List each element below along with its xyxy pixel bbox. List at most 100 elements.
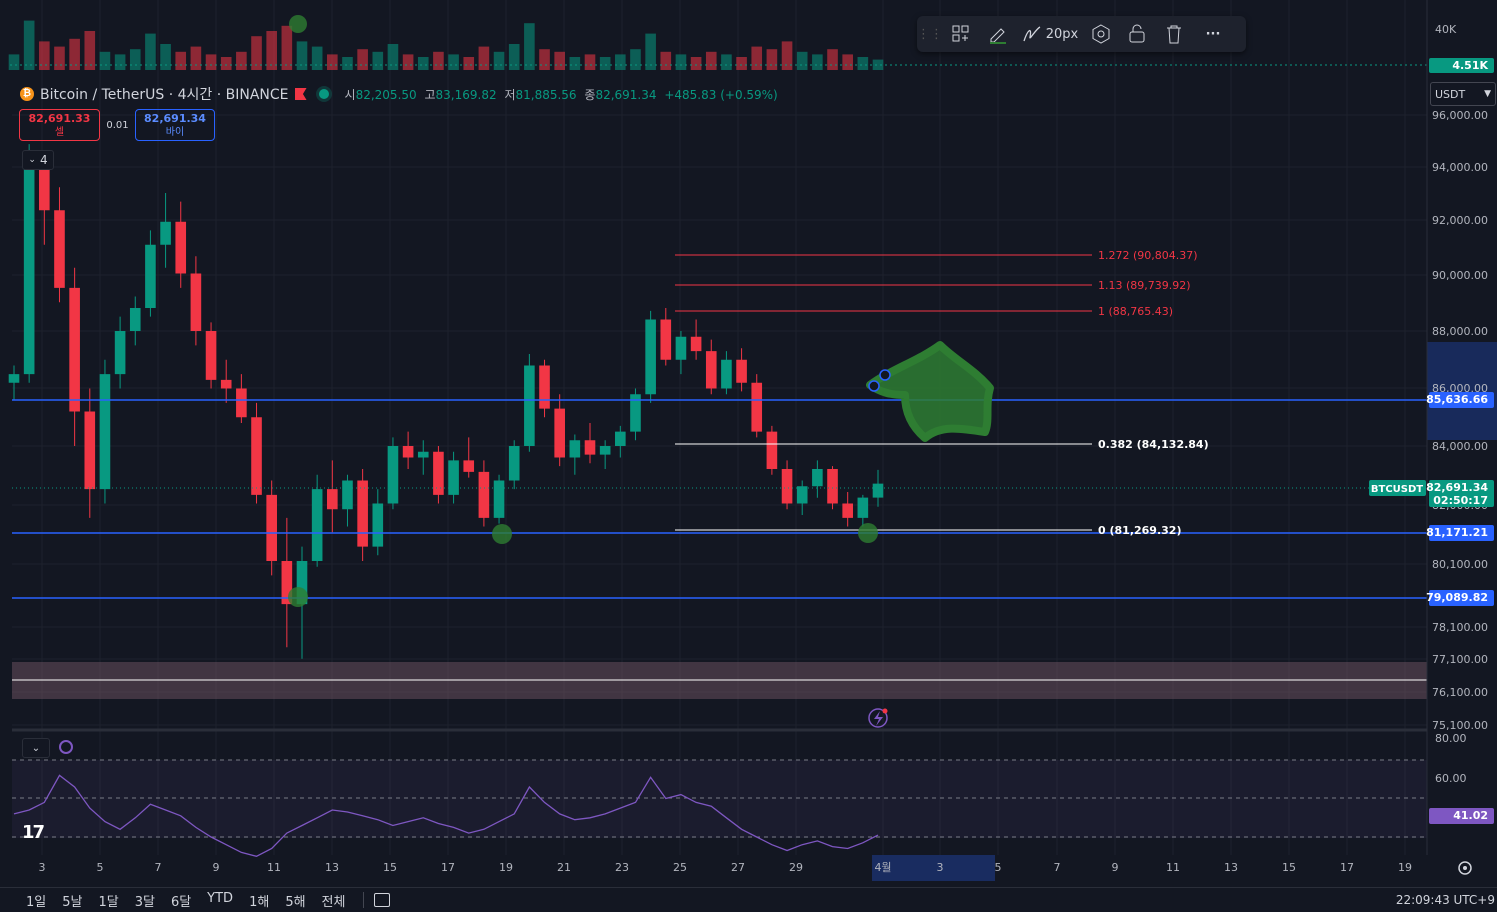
currency-select[interactable]: USDT ▼ — [1430, 82, 1496, 106]
horizontal-lines — [12, 399, 1427, 599]
hline-price-label: 85,636.66 — [1426, 393, 1488, 406]
drag-handle-icon[interactable]: ⋮⋮ — [917, 26, 943, 42]
rsi-collapse-button[interactable]: ⌄ — [22, 738, 50, 758]
volume-bar — [524, 23, 535, 70]
candle-body — [478, 471, 490, 518]
volume-bar — [387, 44, 399, 70]
candle-body — [327, 489, 338, 510]
volume-bar — [190, 46, 202, 70]
ohlc-values: 시82,205.50 고83,169.82 저81,885.56 종82,691… — [344, 87, 778, 102]
candle-body — [145, 244, 156, 308]
volume-bar — [114, 54, 126, 70]
candle-body — [751, 382, 763, 432]
star-drawing — [866, 341, 994, 442]
x-tick-label: 17 — [1340, 861, 1354, 874]
candle-body — [251, 417, 262, 495]
marker-circle — [492, 524, 512, 544]
volume-bar — [493, 51, 505, 70]
volume-bar — [327, 54, 338, 70]
flag-icon[interactable] — [294, 88, 307, 100]
y-tick-label: 92,000.00 — [1432, 214, 1488, 227]
fibonacci-levels: 1.272 (90,804.37) 1.13 (89,739.92) 1 (88,7… — [675, 249, 1209, 537]
x-tick-label: 4월 — [874, 861, 891, 874]
y-tick-label: 84,000.00 — [1432, 440, 1488, 453]
y-tick-label: 90,000.00 — [1432, 269, 1488, 282]
symbol-title[interactable]: Bitcoin / TetherUS · 4시간 · BINANCE — [40, 87, 289, 103]
x-tick-label: 7 — [1054, 861, 1061, 874]
y-tick-label: 78,100.00 — [1432, 621, 1488, 634]
rsi-value-label: 41.02 — [1453, 809, 1488, 822]
volume-bar — [433, 51, 444, 70]
candle-body — [660, 319, 672, 360]
candle-body — [781, 469, 793, 504]
candle-body — [842, 503, 853, 518]
timeframe-button[interactable]: 5해 — [285, 894, 306, 910]
bitcoin-icon: ₿ — [20, 87, 34, 101]
volume-bar — [615, 54, 626, 70]
candle-body — [584, 440, 596, 455]
y-tick-label: 76,100.00 — [1432, 686, 1488, 699]
template-icon[interactable] — [943, 16, 979, 52]
candle-body — [721, 359, 732, 389]
candle-body — [539, 365, 550, 409]
timeframe-button[interactable]: YTD — [207, 890, 234, 906]
chevron-down-icon: ⌄ — [31, 742, 41, 754]
timeframe-button[interactable]: 1일 — [26, 894, 47, 910]
candle-body — [220, 379, 232, 389]
x-tick-label: 15 — [1282, 861, 1296, 874]
timeframe-button[interactable]: 6달 — [170, 894, 192, 910]
volume-bar — [54, 46, 65, 70]
volume-bar — [342, 57, 353, 70]
y-tick-label: 75,100.00 — [1432, 719, 1488, 732]
candle-body — [160, 221, 171, 245]
candle-body — [84, 411, 96, 490]
volume-bar — [736, 57, 747, 70]
clock[interactable]: 22:09:43 UTC+9 — [1395, 893, 1495, 907]
calendar-icon[interactable] — [374, 893, 391, 907]
timeframe-button[interactable]: 3달 — [134, 894, 155, 910]
candle-body — [675, 336, 687, 360]
sell-button[interactable]: 82,691.33 셀 — [19, 109, 100, 141]
stroke-width-button[interactable]: 20px — [1017, 16, 1083, 52]
candles — [8, 144, 884, 659]
pencil-icon[interactable] — [979, 16, 1017, 52]
y-tick-label: 96,000.00 — [1432, 109, 1488, 122]
volume-bar — [220, 57, 232, 70]
volume-bar — [296, 41, 308, 70]
timeframe-button[interactable]: 1해 — [249, 894, 270, 910]
candle-body — [99, 374, 111, 490]
volume-bar — [539, 49, 550, 70]
hline-price-label-bg — [1429, 525, 1494, 541]
more-icon[interactable]: ··· — [1205, 26, 1221, 42]
symbol-header: ₿ Bitcoin / TetherUS · 4시간 · BINANCE 시82… — [20, 84, 778, 104]
lock-icon[interactable] — [1119, 16, 1155, 52]
y-tick-label: 77,100.00 — [1432, 653, 1488, 666]
trash-icon[interactable] — [1155, 16, 1193, 52]
settings-icon[interactable] — [1083, 16, 1119, 52]
candle-body — [402, 446, 414, 458]
buy-button[interactable]: 82,691.34 바이 — [135, 109, 215, 141]
drawing-toolbar: ⋮⋮ 20px ··· — [917, 16, 1246, 52]
x-tick-label: 5 — [995, 861, 1002, 874]
x-tick-label: 13 — [325, 861, 339, 874]
chevron-down-icon: ⌄ — [28, 155, 36, 165]
x-tick-label: 29 — [789, 861, 803, 874]
chart-canvas[interactable]: 1.272 (90,804.37) 1.13 (89,739.92) 1 (88,7… — [0, 0, 1497, 887]
volume-bar — [99, 51, 111, 70]
timeframe-button[interactable]: 5날 — [62, 894, 83, 910]
volume-bar — [175, 51, 187, 70]
candle-body — [175, 221, 187, 274]
timeframe-button[interactable]: 1달 — [98, 894, 119, 910]
timeframe-button[interactable]: 전체 — [321, 894, 346, 910]
tradingview-logo: 17 — [22, 822, 45, 843]
x-tick-label: 3 — [937, 861, 944, 874]
candle-body — [554, 408, 565, 458]
hline-price-label-bg — [1429, 392, 1494, 408]
x-tick-label: 15 — [383, 861, 397, 874]
x-tick-label: 21 — [557, 861, 571, 874]
volume-bar — [796, 51, 808, 70]
indicators-toggle[interactable]: ⌄ 4 — [22, 150, 54, 170]
rsi-refresh-icon[interactable] — [59, 740, 73, 754]
bottom-toolbar: 1일 5날 1달 3달 6달 YTD 1해 5해 전체 22:09:43 UTC+9 — [0, 887, 1497, 912]
volume-bar — [751, 46, 763, 70]
